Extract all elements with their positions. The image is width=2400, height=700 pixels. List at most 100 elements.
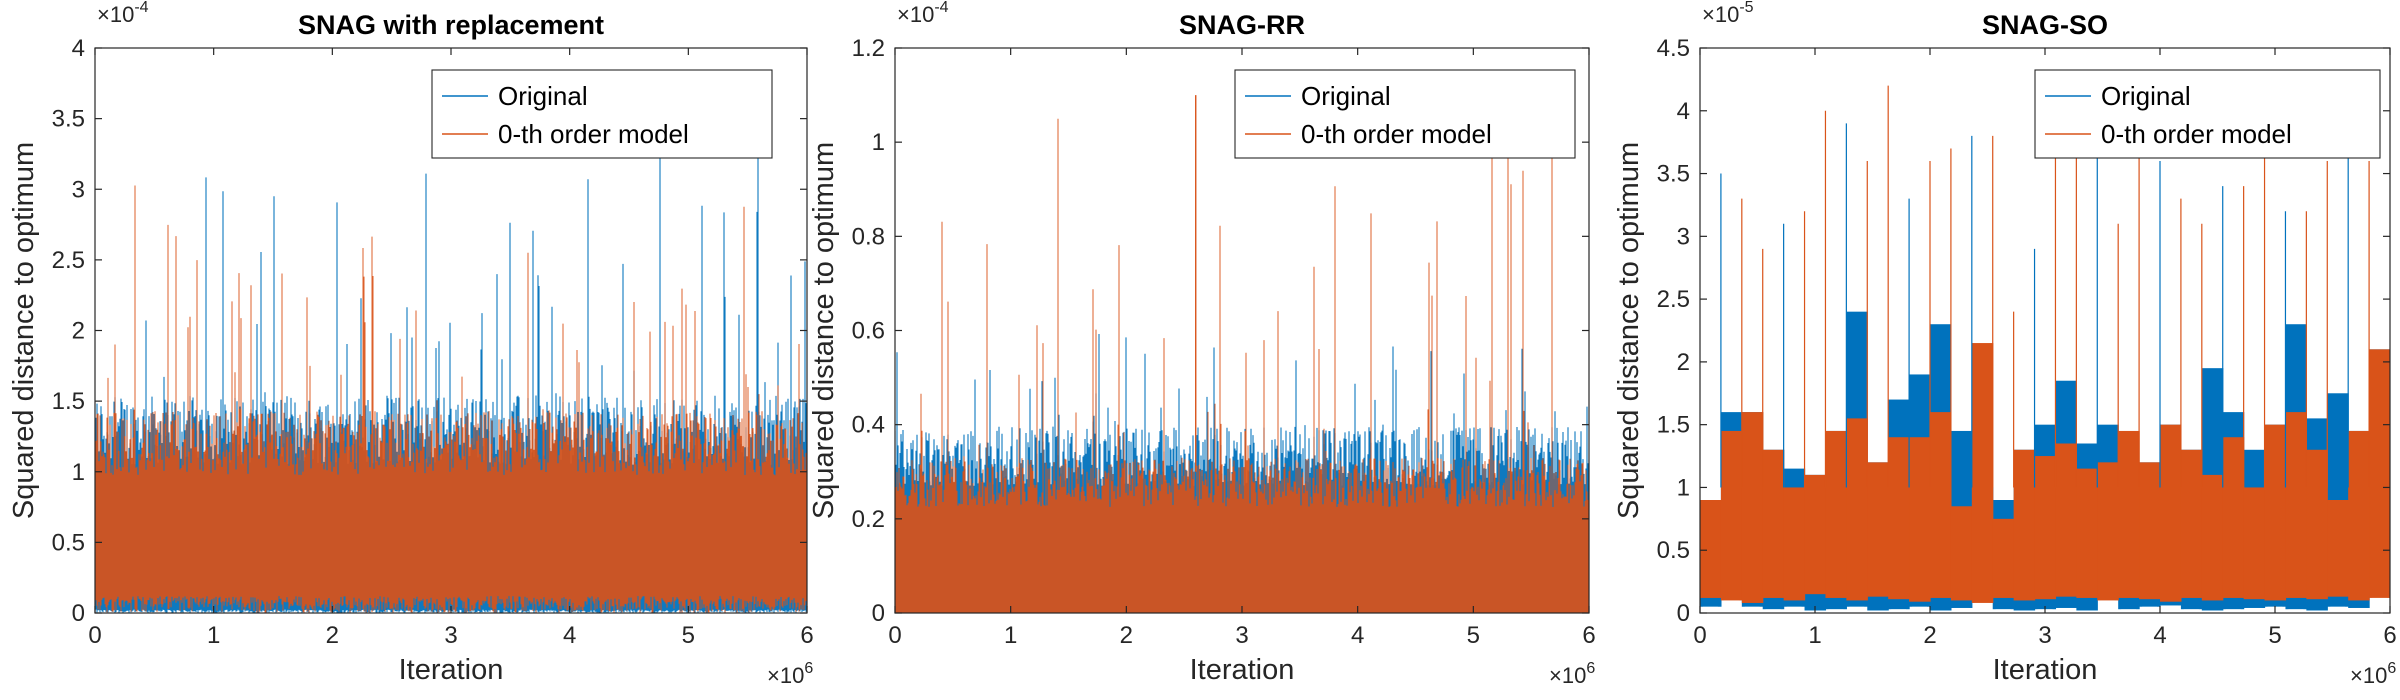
legend: Original 0-th order model: [1234, 69, 1576, 159]
epoch-block-model: [2118, 430, 2140, 598]
x-exponent-base: ×10: [1549, 663, 1586, 688]
epoch-block-model: [2076, 468, 2098, 598]
y-tick-label: 4: [1677, 98, 1690, 125]
epoch-block-model: [2055, 443, 2077, 597]
epoch-gap: [2351, 607, 2367, 613]
y-tick-label: 0: [72, 600, 85, 627]
x-tick-label: 1: [1004, 622, 1017, 649]
x-tick-label: 3: [444, 622, 457, 649]
epoch-block-model: [1867, 462, 1889, 597]
y-axis-exponent: ×10-4: [897, 0, 949, 27]
epoch-gap: [1786, 606, 1802, 613]
epoch-block-model: [1846, 418, 1868, 601]
chart-title: SNAG-SO: [1982, 10, 2108, 40]
y-axis-exponent: ×10-5: [1702, 0, 1754, 27]
x-tick-label: 0: [1693, 622, 1706, 649]
data-layer: [95, 141, 807, 613]
y-tick-label: 1: [1677, 474, 1690, 501]
epoch-gap: [2225, 609, 2241, 613]
chart-title: SNAG-RR: [1179, 10, 1305, 40]
epoch-gap: [1933, 610, 1948, 613]
y-axis-exponent: ×10-4: [97, 0, 149, 27]
y-exponent-power: -4: [134, 0, 148, 16]
y-tick-label: 0: [872, 600, 885, 627]
epoch-block-model: [2348, 430, 2370, 601]
legend-box: [2034, 69, 2381, 159]
x-tick-label: 0: [888, 622, 901, 649]
y-tick-label: 1: [872, 129, 885, 156]
epoch-gap: [1953, 607, 1969, 613]
y-tick-label: 0.5: [1657, 537, 1690, 564]
y-tick-label: 1.2: [852, 35, 885, 62]
epoch-block-model: [1804, 474, 1827, 595]
epoch-gap: [1703, 606, 1718, 613]
epoch-block-model: [2097, 462, 2119, 601]
legend-label-zeroth-order-model: 0-th order model: [1301, 119, 1492, 149]
epoch-block-model: [2243, 487, 2266, 600]
x-tick-label: 2: [1120, 622, 1133, 649]
x-axis-label: Iteration: [1993, 654, 2098, 686]
legend-label-original: Original: [498, 81, 588, 111]
x-tick-label: 1: [1808, 622, 1821, 649]
x-tick-label: 1: [207, 622, 220, 649]
chart-panel-1: 0 1 2 3 4 5 6 0 0.5 1 1.5 2 2.5 3 3.5 4 SNAG with replac…: [8, 0, 814, 688]
epoch-gap: [1912, 606, 1927, 613]
y-tick-label: 0: [1677, 600, 1690, 627]
epoch-block-model: [1783, 487, 1806, 601]
epoch-gap: [2246, 607, 2262, 613]
y-tick-label: 0.5: [52, 529, 85, 556]
epoch-gap: [2058, 607, 2074, 613]
epoch-gap: [2016, 610, 2032, 613]
y-axis-label: Squared distance to optimum: [1613, 142, 1645, 519]
epoch-block-model: [1950, 506, 1973, 601]
x-axis-exponent: ×106: [767, 660, 813, 688]
y-tick-label: 0.4: [852, 412, 885, 439]
epoch-block-model: [2264, 424, 2287, 601]
x-tick-label: 5: [682, 622, 695, 649]
y-tick-label: 1: [72, 459, 85, 486]
epoch-gap: [2121, 609, 2137, 613]
epoch-gap: [2204, 610, 2220, 613]
epoch-block-model: [2285, 412, 2307, 598]
epoch-block-model: [1992, 518, 2015, 598]
y-tick-label: 3.5: [52, 106, 85, 133]
chart-title: SNAG with replacement: [298, 10, 604, 40]
epoch-gap: [2163, 605, 2178, 613]
epoch-gap: [1849, 606, 1865, 613]
y-tick-label: 1.5: [52, 388, 85, 415]
y-exponent-power: -4: [934, 0, 948, 16]
epoch-gap: [1891, 609, 1907, 613]
x-tick-label: 0: [88, 622, 101, 649]
x-tick-label: 6: [1582, 622, 1595, 649]
epoch-gap: [1828, 609, 1844, 613]
y-tick-label: 4: [72, 35, 85, 62]
epoch-block-model: [2139, 462, 2161, 600]
epoch-block-model: [1762, 449, 1785, 598]
x-exponent-power: 6: [804, 660, 813, 677]
y-tick-label: 2.5: [52, 247, 85, 274]
epoch-gap: [1995, 609, 2011, 613]
epoch-gap: [1723, 600, 1739, 613]
y-tick-label: 0.8: [852, 223, 885, 250]
epoch-gap: [2100, 600, 2116, 613]
legend-label-original: Original: [1301, 81, 1391, 111]
epoch-block-model: [1741, 412, 1764, 603]
x-tick-label: 4: [2153, 622, 2166, 649]
epoch-block-model: [1700, 500, 1722, 598]
epoch-block-model: [2201, 474, 2224, 601]
epoch-block-model: [2369, 349, 2390, 598]
legend-box: [431, 69, 773, 159]
epoch-gap: [2142, 606, 2157, 613]
y-tick-label: 3: [1677, 223, 1690, 250]
data-layer: [1700, 85, 2390, 613]
epoch-block-model: [1888, 437, 1910, 600]
y-tick-label: 2: [72, 318, 85, 345]
epoch-block-model: [2180, 449, 2203, 598]
y-tick-label: 3: [72, 176, 85, 203]
legend-label-zeroth-order-model: 0-th order model: [498, 119, 689, 149]
epoch-block-model: [1909, 437, 1931, 602]
epoch-gap: [2288, 609, 2304, 613]
x-axis-label: Iteration: [1190, 654, 1295, 686]
epoch-block-model: [2034, 456, 2057, 600]
y-exponent-base: ×10: [1702, 2, 1739, 27]
